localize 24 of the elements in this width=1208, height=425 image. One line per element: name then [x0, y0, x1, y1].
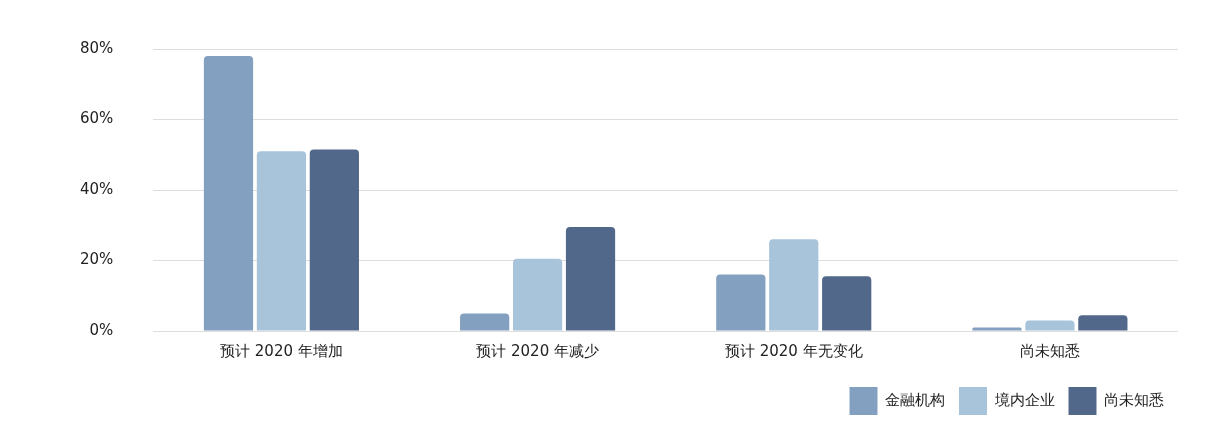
x-tick-label: 预计 2020 年增加: [220, 341, 343, 360]
y-tick-label: 40%: [80, 179, 114, 198]
x-tick-label: 尚未知悉: [1019, 341, 1080, 360]
bar: [716, 274, 766, 331]
bar: [822, 276, 872, 331]
y-tick-label: 80%: [80, 38, 114, 57]
legend-label: 金融机构: [885, 390, 945, 409]
bar: [565, 227, 616, 331]
legend-label: 境内企业: [993, 390, 1055, 409]
bar: [972, 327, 1022, 331]
y-tick-label: 60%: [80, 109, 114, 128]
bar: [1025, 320, 1075, 331]
y-tick-label: 0%: [89, 320, 114, 339]
bar: [769, 239, 819, 331]
x-tick-label: 预计 2020 年减少: [476, 341, 599, 360]
y-tick-label: 20%: [80, 250, 114, 269]
bar: [512, 258, 563, 331]
bar: [256, 151, 307, 331]
legend-label: 尚未知悉: [1104, 390, 1164, 409]
bar: [1078, 315, 1128, 331]
bar: [309, 149, 359, 331]
bar: [203, 56, 254, 331]
bar: [460, 313, 510, 331]
x-tick-label: 预计 2020 年无变化: [724, 341, 863, 360]
